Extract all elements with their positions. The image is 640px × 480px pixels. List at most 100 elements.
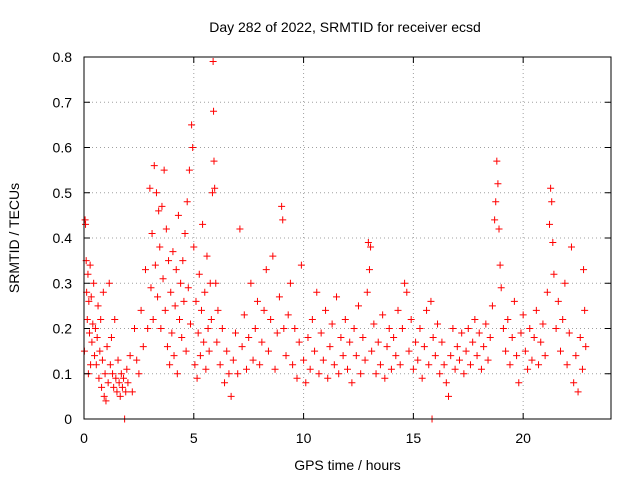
data-point xyxy=(425,361,433,369)
data-point xyxy=(148,229,156,237)
data-point xyxy=(374,338,382,346)
data-point xyxy=(482,320,490,328)
data-point xyxy=(160,166,168,174)
data-point xyxy=(240,311,248,319)
axis-ticks xyxy=(83,56,611,420)
data-point xyxy=(168,329,176,337)
data-point xyxy=(539,320,547,328)
data-point xyxy=(328,320,336,328)
data-point xyxy=(173,370,181,378)
data-point xyxy=(238,343,246,351)
data-point xyxy=(548,198,556,206)
data-point xyxy=(124,379,132,387)
data-point xyxy=(451,365,459,373)
data-point xyxy=(91,352,99,360)
data-point xyxy=(234,370,242,378)
data-point xyxy=(151,261,159,269)
data-point xyxy=(184,284,192,292)
data-point xyxy=(506,361,514,369)
data-point xyxy=(147,284,155,292)
data-point xyxy=(464,325,472,332)
data-point xyxy=(286,279,294,287)
data-point xyxy=(436,370,444,378)
data-point xyxy=(105,279,113,287)
data-point xyxy=(297,261,305,269)
y-tick-label: 0.8 xyxy=(53,49,73,65)
data-point xyxy=(317,329,325,337)
data-point xyxy=(348,379,356,387)
data-point xyxy=(453,343,461,351)
data-point xyxy=(486,334,494,342)
data-point xyxy=(86,261,94,269)
data-point xyxy=(183,198,191,206)
data-point xyxy=(195,270,203,278)
data-point xyxy=(364,239,372,247)
data-point xyxy=(93,334,101,342)
data-point xyxy=(405,347,413,355)
data-point xyxy=(519,311,527,319)
data-point xyxy=(197,306,205,314)
y-tick-label: 0.7 xyxy=(53,94,73,110)
data-point xyxy=(115,379,123,387)
data-point xyxy=(213,338,221,346)
data-point xyxy=(552,325,560,332)
data-point xyxy=(144,325,152,332)
data-point xyxy=(123,365,131,373)
data-point xyxy=(324,374,332,382)
data-point xyxy=(253,297,261,305)
data-point xyxy=(567,243,575,251)
data-point xyxy=(279,216,287,224)
data-point xyxy=(416,325,424,332)
data-point xyxy=(576,334,584,342)
data-point xyxy=(103,343,111,351)
data-point xyxy=(232,329,240,337)
data-point xyxy=(126,352,134,360)
data-point xyxy=(205,347,213,355)
data-point xyxy=(543,288,551,296)
data-point xyxy=(499,325,507,332)
data-point xyxy=(199,220,207,228)
data-point xyxy=(455,356,463,364)
x-tick-label: 15 xyxy=(406,430,422,446)
data-point xyxy=(387,365,395,373)
data-point xyxy=(429,334,437,342)
data-point xyxy=(376,361,384,369)
data-point xyxy=(407,315,415,323)
data-point xyxy=(493,157,501,165)
data-point xyxy=(532,306,540,314)
data-point xyxy=(368,347,376,355)
data-point xyxy=(484,356,492,364)
tick-labels: 0 0.1 0.2 0.3 0.4 0.5 0.6 0.7 0.8 0 5 10 15 20 xyxy=(53,49,532,446)
data-point xyxy=(510,297,518,305)
y-tick-label: 0.2 xyxy=(53,321,73,337)
data-point xyxy=(85,329,93,337)
data-point xyxy=(146,184,154,192)
data-point xyxy=(218,325,226,332)
data-point xyxy=(350,325,358,332)
data-point xyxy=(88,338,96,346)
data-point xyxy=(269,252,277,260)
data-point xyxy=(189,144,197,151)
data-point xyxy=(403,288,411,296)
data-point xyxy=(169,248,177,256)
data-point xyxy=(98,383,106,391)
data-point xyxy=(113,388,121,396)
data-point xyxy=(581,306,589,314)
data-point xyxy=(359,334,367,342)
data-point xyxy=(385,325,393,332)
y-axis-label: SRMTID / TECUs xyxy=(6,183,22,293)
data-point xyxy=(537,338,545,346)
x-tick-label: 10 xyxy=(296,430,312,446)
data-point xyxy=(166,361,174,369)
data-point xyxy=(409,365,417,373)
data-point xyxy=(313,288,321,296)
y-tick-label: 0.3 xyxy=(53,275,73,291)
data-point xyxy=(365,266,373,274)
data-point xyxy=(392,352,400,360)
chart-title: Day 282 of 2022, SRMTID for receiver ecs… xyxy=(209,19,481,35)
data-point xyxy=(97,315,105,323)
data-point xyxy=(524,365,532,373)
data-point xyxy=(185,166,193,174)
data-point xyxy=(112,374,120,382)
data-point xyxy=(118,383,126,391)
